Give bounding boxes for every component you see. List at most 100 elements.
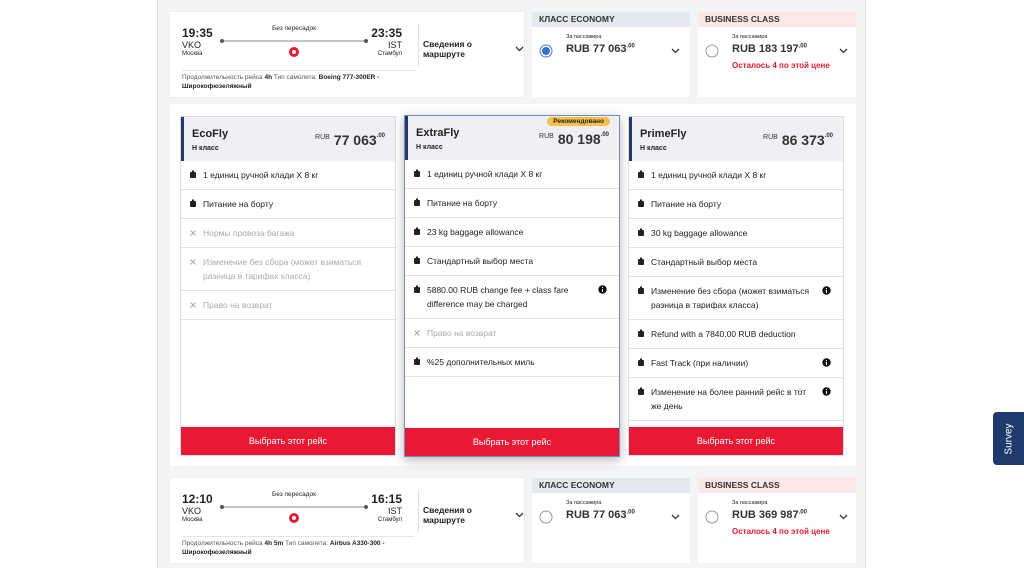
feature-text: Refund with a 7840.00 RUB deduction	[651, 329, 796, 339]
route-details-link[interactable]: Сведения о маршруте	[423, 505, 524, 525]
feature-text: Fast Track (при наличии)	[651, 358, 749, 368]
cents: .00	[626, 509, 635, 516]
excluded-icon	[190, 302, 196, 308]
feature-row: 5880.00 RUB change fee + class fare diff…	[405, 276, 619, 319]
duration-label: Продолжительность рейса	[182, 74, 263, 81]
class-header: КЛАСС ECONOMY	[532, 478, 690, 493]
arrival-time: 16:15	[371, 492, 402, 506]
radio	[539, 510, 553, 524]
feature-text: 1 единиц ручной клади X 8 кг	[203, 170, 319, 180]
survey-tab[interactable]: Survey	[993, 412, 1024, 465]
price: RUB 369 987.00	[732, 509, 807, 521]
feature-icon	[414, 227, 420, 235]
per-passenger: За пассажира	[732, 500, 768, 506]
currency: RUB	[566, 43, 590, 55]
price: RUB 183 197.00	[732, 43, 807, 55]
route-details-link[interactable]: Сведения о маршруте	[423, 39, 524, 59]
feature-text: Изменение без сбора (может взиматься раз…	[651, 286, 810, 310]
business-option[interactable]: BUSINESS CLASS За пассажира RUB 183 197.00 О…	[698, 12, 856, 97]
feature-text: Стандартный выбор места	[427, 256, 534, 266]
departure-airport: VKO	[182, 506, 202, 516]
feature-text: 1 единиц ручной клади X 8 кг	[651, 170, 767, 180]
class-header: КЛАСС ECONOMY	[532, 12, 690, 27]
flight-info: Продолжительность рейса 4h Тип самолета:…	[182, 73, 414, 91]
feature-icon	[414, 285, 420, 293]
feature-row: Изменение на более ранний рейс в тот же …	[629, 378, 843, 421]
radio	[705, 44, 719, 58]
feature-icon	[638, 358, 644, 366]
amount: 86 373	[781, 132, 825, 148]
separator	[418, 490, 419, 532]
feature-row: Fast Track (при наличии)	[629, 349, 843, 378]
fare-header: ExtraFly Н класс Рекомендовано RUB 80 198.00	[405, 116, 619, 160]
feature-icon	[414, 357, 420, 365]
feature-row: %25 дополнительных миль	[405, 348, 619, 377]
feature-icon	[638, 257, 644, 265]
per-passenger: За пассажира	[732, 34, 768, 40]
feature-icon	[414, 256, 420, 264]
excluded-icon	[414, 330, 420, 336]
feature-icon	[638, 329, 644, 337]
economy-option[interactable]: КЛАСС ECONOMY За пассажира RUB 77 063.00	[532, 478, 690, 563]
business-option[interactable]: BUSINESS CLASS За пассажира RUB 369 987.00 О…	[698, 478, 856, 563]
feature-text: %25 дополнительных миль	[427, 357, 535, 367]
amount: 369 987	[758, 509, 799, 521]
feature-icon	[414, 198, 420, 206]
aircraft: Airbus A330-300 - Широкофюзеляжный	[182, 540, 385, 556]
departure-city: Москва	[182, 517, 203, 523]
currency: RUB	[732, 43, 756, 55]
feature-row: Изменение без сбора (может взиматься раз…	[629, 277, 843, 320]
feature-text: 1 единиц ручной клади X 8 кг	[427, 169, 543, 179]
fare-price: RUB 80 198.00	[539, 131, 609, 147]
info-icon	[822, 387, 831, 396]
arrival-airport: IST	[387, 506, 402, 516]
separator	[182, 70, 414, 71]
fare-class: Н класс	[640, 145, 667, 152]
amount: 77 063	[592, 509, 627, 521]
economy-option[interactable]: КЛАСС ECONOMY За пассажира RUB 77 063.00	[532, 12, 690, 97]
chevron	[839, 48, 848, 54]
feature-icon	[638, 199, 644, 207]
info-icon	[822, 286, 831, 295]
arrival-city: Стамбул	[377, 517, 402, 523]
feature-row: Нормы провоза багажа	[181, 219, 395, 248]
radio	[539, 44, 553, 58]
per-passenger: За пассажира	[566, 34, 602, 40]
select-button[interactable]: Выбрать этот рейс	[629, 427, 843, 455]
duration: 4h 5m	[264, 540, 284, 547]
route-details-text: Сведения о маршруте	[423, 39, 472, 59]
departure-time: 19:35	[182, 26, 213, 40]
feature-text: Питание на борту	[651, 199, 722, 209]
select-button[interactable]: Выбрать этот рейс	[405, 428, 619, 456]
feature-row: 30 kg baggage allowance	[629, 219, 843, 248]
departure-airport: VKO	[182, 40, 202, 50]
fare-price: RUB 77 063.00	[315, 132, 385, 148]
cents: .00	[798, 43, 807, 50]
flight-card: 19:35 VKO Москва 23:35 IST Стамбул Без пересад…	[170, 12, 524, 97]
seats-left: Осталось 4 по этой цене	[732, 61, 830, 70]
feature-row: 23 kg baggage allowance	[405, 218, 619, 247]
cents: .00	[376, 133, 385, 139]
fare-header: EcoFly Н класс RUB 77 063.00	[181, 117, 395, 161]
separator	[182, 536, 414, 537]
feature-row: Refund with a 7840.00 RUB deduction	[629, 320, 843, 349]
feature-row: 1 единиц ручной клади X 8 кг	[629, 161, 843, 190]
chevron	[515, 46, 524, 52]
feature-row: Право на возврат	[405, 319, 619, 348]
arrival-city: Стамбул	[377, 51, 402, 57]
class-header: BUSINESS CLASS	[698, 12, 856, 27]
chevron	[671, 48, 680, 54]
currency: RUB	[732, 509, 756, 521]
feature-text: 30 kg baggage allowance	[651, 228, 748, 238]
fare-class: Н класс	[192, 145, 219, 152]
fare-header: PrimeFly Н класс RUB 86 373.00	[629, 117, 843, 161]
amount: 77 063	[592, 43, 627, 55]
separator	[418, 24, 419, 66]
amount: 80 198	[557, 131, 601, 147]
feature-text: 5880.00 RUB change fee + class fare diff…	[427, 285, 569, 309]
currency: RUB	[539, 133, 554, 140]
select-button[interactable]: Выбрать этот рейс	[181, 427, 395, 455]
duration-label: Продолжительность рейса	[182, 540, 263, 547]
feature-icon	[638, 387, 644, 395]
feature-row: 1 единиц ручной клади X 8 кг	[405, 160, 619, 189]
